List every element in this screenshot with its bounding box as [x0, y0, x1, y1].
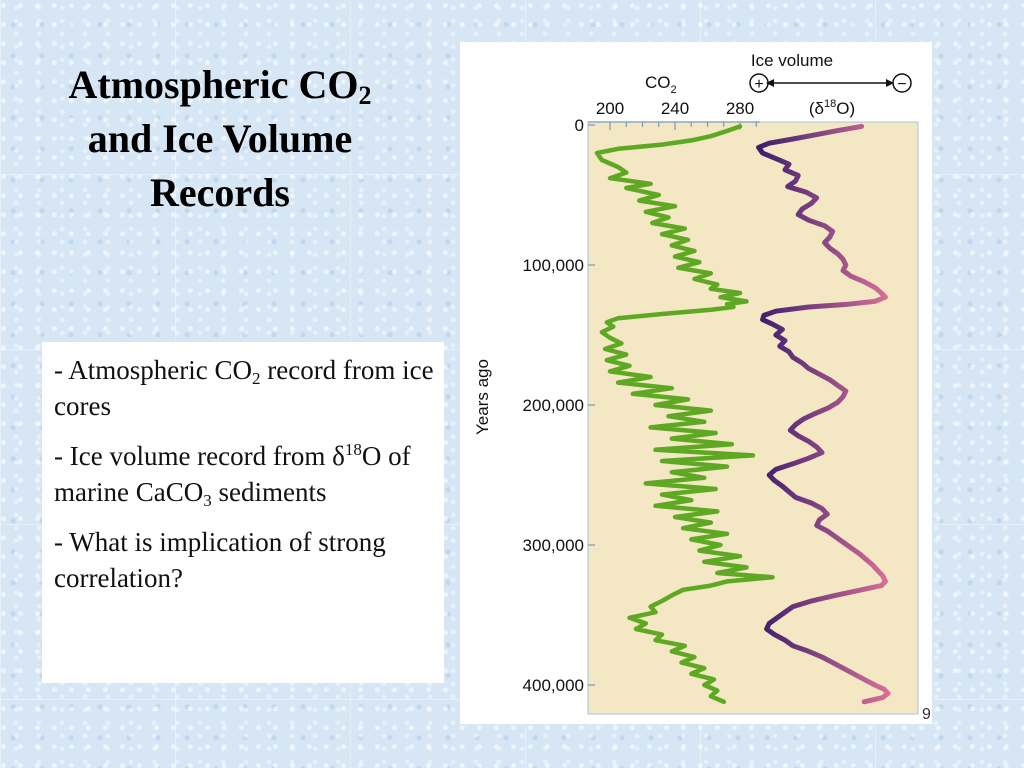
title-line-2: and Ice Volume: [87, 116, 353, 161]
chart-figure: 0 100,000 200,000 300,000 400,000 200 240 280 …: [460, 42, 932, 724]
title-line-1: Atmospheric CO2: [68, 62, 372, 110]
slide-title: Atmospheric CO2 and Ice Volume Records: [30, 58, 410, 220]
ice-volume-arrow: + −: [749, 73, 912, 93]
y-tick-label: 300,000: [523, 536, 584, 555]
y-axis-label: Years ago: [473, 359, 492, 435]
co2-axis-label: CO2: [645, 73, 677, 96]
co2-tick-label: 280: [726, 99, 754, 118]
y-tick-label: 200,000: [523, 396, 584, 415]
ice-volume-label: Ice volume: [751, 51, 833, 70]
page-number: 9: [922, 706, 931, 723]
bullet-item: - Atmospheric CO2 record from ice cores: [54, 355, 434, 421]
co2-tick-label: 200: [596, 99, 624, 118]
co2-tick-label: 240: [661, 99, 689, 118]
y-tick-label: 400,000: [523, 676, 584, 695]
bullet-text-box: - Atmospheric CO2 record from ice cores …: [42, 342, 444, 683]
y-tick-label: 0: [575, 116, 584, 135]
plus-circle-icon: [749, 73, 769, 93]
minus-sign: −: [897, 76, 906, 93]
bullet-item: - What is implication of strong correlat…: [54, 527, 386, 593]
y-tick-label: 100,000: [523, 256, 584, 275]
plus-sign: +: [754, 76, 763, 93]
ice-volume-series-line: [756, 123, 891, 705]
minus-circle-icon: [892, 73, 912, 93]
co2-series-line: [594, 124, 775, 705]
plot-area: [587, 121, 919, 715]
title-line-3: Records: [150, 170, 290, 215]
ice-volume-unit: (δ18O): [809, 98, 855, 118]
bullet-item: - Ice volume record from δ18O of marine …: [54, 440, 411, 510]
